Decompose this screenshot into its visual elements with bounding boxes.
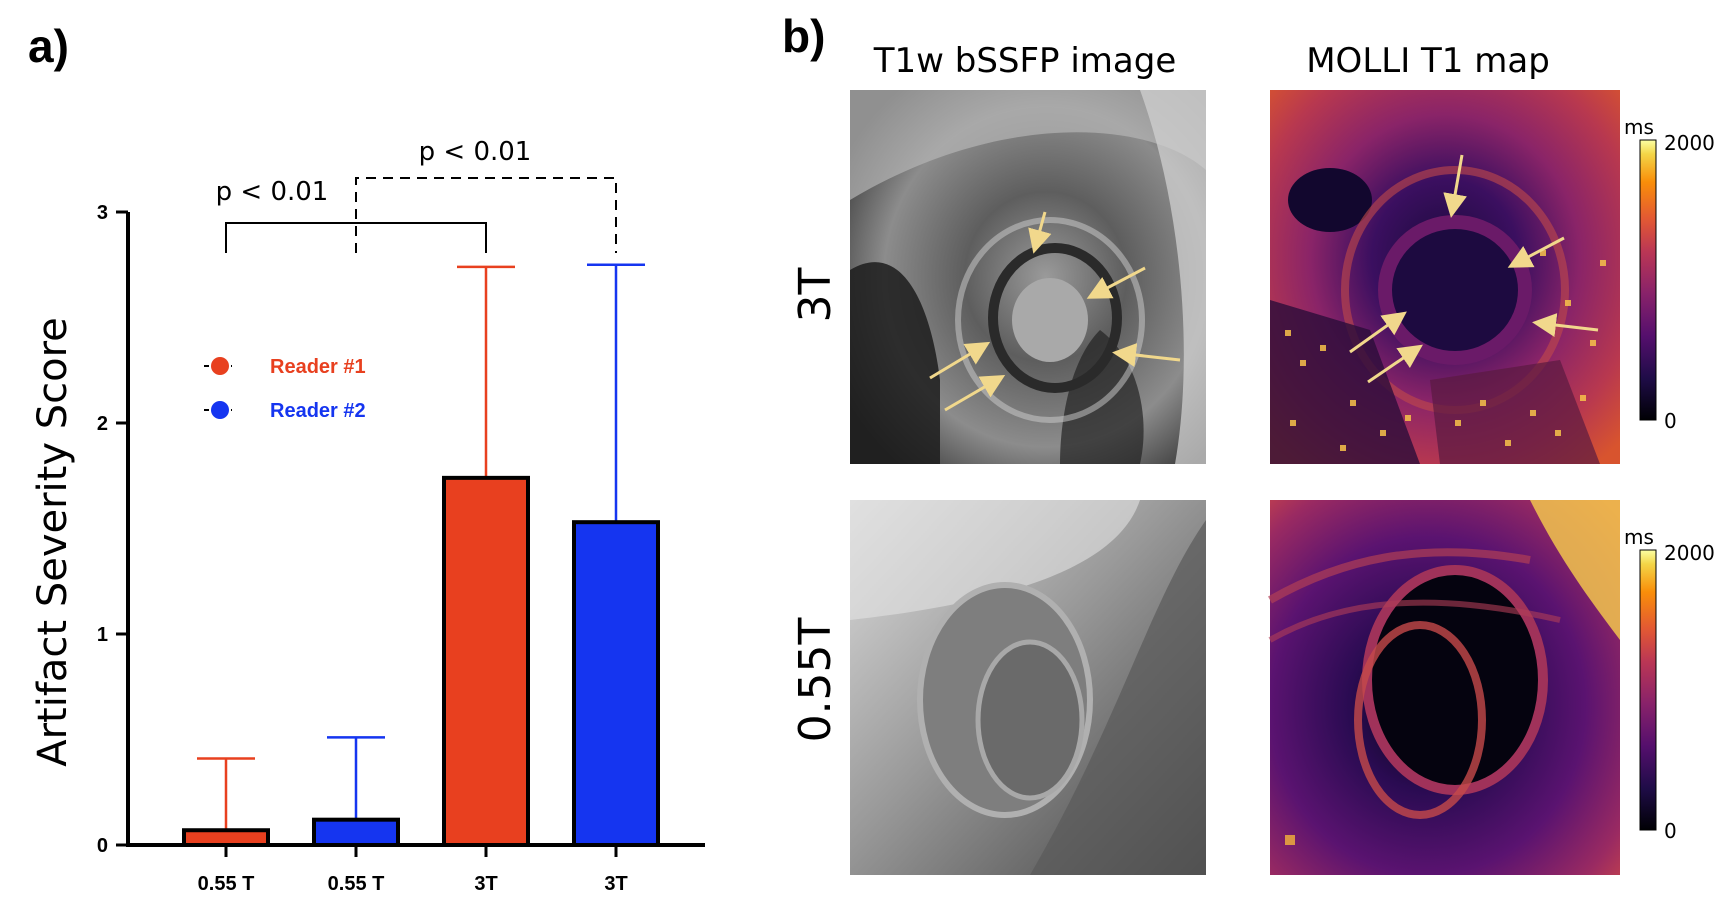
legend-label-reader2: Reader #2	[270, 400, 366, 422]
arrow-icon	[929, 341, 991, 380]
arrow-icon	[1507, 236, 1565, 268]
significance-label: p < 0.01	[419, 137, 532, 167]
arrow-icon	[1086, 266, 1146, 299]
colorbar-min-3t: 0	[1664, 409, 1677, 433]
arrow-icon	[1367, 344, 1423, 384]
bar	[182, 828, 270, 847]
bars-layer	[182, 263, 660, 847]
colorbar-unit-3t: ms	[1624, 115, 1654, 139]
arrows-3t-molli	[1349, 154, 1599, 384]
x-category-label: 0.55 T	[328, 873, 385, 895]
x-category-label: 3T	[474, 873, 497, 895]
panel-b-letter: b)	[782, 10, 825, 62]
colorbar-055t: ms 2000 0	[1624, 525, 1715, 843]
image-055t-bssfp	[850, 500, 1206, 875]
x-category-label: 3T	[604, 873, 627, 895]
bar	[312, 817, 400, 847]
image-055t-molli	[1268, 500, 1620, 875]
row-label-055t: 0.55T	[790, 617, 841, 742]
legend-item-reader1: Reader #1	[204, 356, 366, 378]
arrow-icon	[1349, 311, 1407, 354]
legend-marker-reader1	[211, 357, 229, 375]
arrows-3t-bssfp	[929, 211, 1181, 412]
y-axis-label: Artifact Severity Score	[30, 317, 76, 767]
legend-marker-reader2	[211, 401, 229, 419]
y-ticks: 0 1 2 3	[97, 202, 128, 857]
colorbar-max-055t: 2000	[1664, 541, 1715, 565]
colorbar-max-3t: 2000	[1664, 131, 1715, 155]
image-3t-molli	[1270, 90, 1620, 464]
panel-a-letter: a)	[28, 20, 69, 72]
y-tick-label: 0	[97, 835, 108, 857]
row-label-3t: 3T	[790, 267, 841, 322]
legend-item-reader2: Reader #2	[204, 400, 366, 422]
significance-brackets: p < 0.01 p < 0.01	[216, 137, 617, 253]
legend-label-reader1: Reader #1	[270, 356, 366, 378]
arrow-icon	[1028, 211, 1052, 254]
column-title-bssfp: T1w bSSFP image	[873, 41, 1177, 81]
colorbar-unit-055t: ms	[1624, 525, 1654, 549]
bar	[572, 520, 660, 847]
y-tick-label: 3	[97, 202, 108, 224]
y-tick-label: 2	[97, 413, 108, 435]
legend: Reader #1 Reader #2	[204, 356, 366, 422]
bar	[442, 475, 530, 847]
arrow-icon	[1532, 313, 1599, 338]
arrow-icon	[944, 374, 1006, 412]
column-title-molli: MOLLI T1 map	[1306, 41, 1550, 81]
colorbar-min-055t: 0	[1664, 819, 1677, 843]
x-categories: 0.55 T 0.55 T 3T 3T	[198, 845, 628, 895]
significance-bracket-solid	[225, 222, 487, 253]
y-tick-label: 1	[97, 624, 108, 646]
arrow-icon	[1443, 154, 1467, 218]
arrow-icon	[1112, 343, 1181, 367]
x-category-label: 0.55 T	[198, 873, 255, 895]
significance-label: p < 0.01	[216, 177, 329, 207]
significance-bracket-dashed	[355, 177, 617, 253]
image-3t-bssfp	[850, 90, 1206, 464]
colorbar-3t: ms 2000 0	[1624, 115, 1715, 433]
